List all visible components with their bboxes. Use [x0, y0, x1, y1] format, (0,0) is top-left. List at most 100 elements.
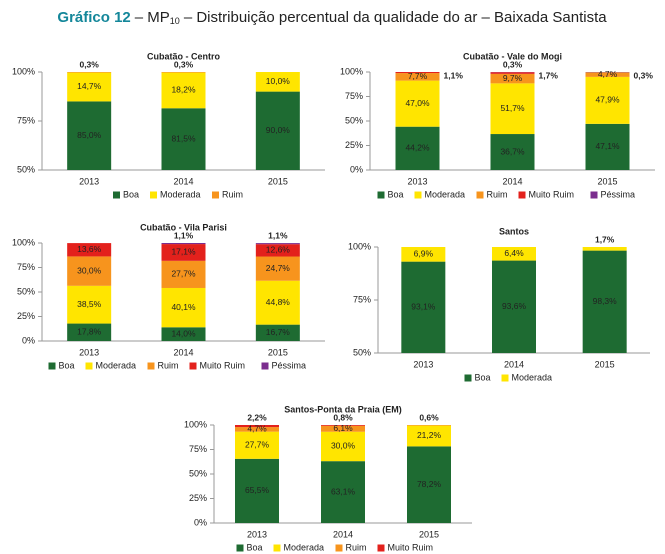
- bar-segment: [67, 256, 112, 286]
- value-label: 4,7%: [598, 69, 618, 79]
- value-label: 17,8%: [77, 327, 102, 337]
- bar-segment: [321, 425, 365, 432]
- legend-swatch: [261, 362, 269, 370]
- bar-segment: [255, 244, 300, 257]
- y-tick-label: 0%: [350, 164, 363, 174]
- bar-segment: [490, 73, 535, 84]
- legend-swatch: [273, 544, 281, 552]
- value-label: 51,7%: [500, 103, 525, 113]
- bar-segment: [492, 247, 536, 261]
- value-label: 6,1%: [333, 423, 353, 433]
- bar-segment: [161, 243, 206, 245]
- legend-swatch: [590, 191, 598, 199]
- chart-title: Cubatão - Centro: [147, 51, 221, 61]
- legend-label: Ruim: [158, 360, 179, 370]
- legend-swatch: [85, 362, 93, 370]
- legend-label: Moderada: [284, 542, 325, 552]
- legend-swatch: [113, 191, 120, 199]
- x-tick-label: 2014: [333, 529, 353, 539]
- legend-label: Moderada: [512, 372, 553, 382]
- title-part: – Distribuição percentual da qualidade d…: [184, 9, 607, 26]
- value-label: 44,8%: [266, 297, 291, 307]
- value-label: 9,7%: [503, 73, 523, 83]
- bar-segment: [255, 72, 300, 92]
- value-label: 10,0%: [266, 76, 291, 86]
- y-tick-label: 50%: [189, 468, 207, 478]
- bar-segment: [490, 72, 535, 74]
- y-tick-label: 50%: [17, 286, 35, 296]
- y-tick-label: 100%: [340, 66, 363, 76]
- bar-segment: [321, 461, 365, 523]
- bar-segment: [490, 134, 535, 170]
- value-label: 63,1%: [331, 486, 356, 496]
- bar-segment: [161, 287, 206, 328]
- legend-swatch: [48, 362, 56, 370]
- legend-label: Boa: [475, 372, 491, 382]
- legend-swatch: [150, 191, 157, 199]
- value-label: 47,0%: [405, 98, 430, 108]
- value-label: 0,3%: [79, 59, 99, 69]
- bar-segment: [407, 425, 451, 426]
- bar-segment: [401, 261, 446, 353]
- legend-swatch: [377, 191, 385, 199]
- x-tick-label: 2014: [173, 347, 193, 357]
- x-tick-label: 2013: [247, 529, 267, 539]
- value-label: 16,7%: [266, 327, 291, 337]
- figure-label: Gráfico 12: [57, 9, 130, 26]
- chart-title: Cubatão - Vila Parisi: [140, 222, 227, 232]
- value-label: 14,7%: [77, 81, 102, 91]
- bar-segment: [407, 446, 451, 523]
- legend-label: Muito Ruim: [200, 360, 246, 370]
- value-label: 44,2%: [405, 143, 430, 153]
- legend-swatch: [189, 362, 197, 370]
- value-label: 36,7%: [500, 146, 525, 156]
- legend-label: Boa: [123, 189, 139, 199]
- y-tick-label: 75%: [353, 294, 371, 304]
- value-label: 40,1%: [171, 302, 196, 312]
- bar-segment: [255, 280, 300, 325]
- bar-segment: [255, 91, 300, 170]
- title-subscript: 10: [170, 16, 180, 26]
- y-tick-label: 25%: [345, 140, 363, 150]
- bar-segment: [161, 72, 206, 73]
- bar-segment: [401, 247, 446, 262]
- legend-label: Boa: [59, 360, 75, 370]
- value-label: 1,1%: [444, 70, 464, 80]
- bar-segment: [235, 427, 279, 432]
- value-label: 1,7%: [539, 70, 559, 80]
- x-tick-label: 2015: [268, 347, 288, 357]
- legend-label: Péssima: [272, 360, 307, 370]
- value-label: 27,7%: [171, 269, 196, 279]
- legend-label: Muito Ruim: [388, 542, 434, 552]
- legend-label: Moderada: [96, 360, 137, 370]
- x-tick-label: 2013: [413, 359, 433, 369]
- x-tick-label: 2015: [595, 359, 615, 369]
- value-label: 38,5%: [77, 299, 102, 309]
- bar-segment: [582, 250, 627, 353]
- value-label: 90,0%: [266, 125, 291, 135]
- value-label: 12,6%: [266, 245, 291, 255]
- bar-segment: [235, 425, 279, 428]
- legend-label: Ruim: [487, 189, 508, 199]
- value-label: 14,0%: [171, 328, 196, 338]
- y-tick-label: 0%: [22, 335, 35, 345]
- value-label: 2,2%: [247, 412, 267, 422]
- bar-segment: [395, 80, 440, 127]
- bar-segment: [235, 431, 279, 459]
- y-tick-label: 75%: [17, 115, 35, 125]
- y-tick-label: 100%: [12, 66, 35, 76]
- bar-segment: [490, 83, 535, 135]
- bar-segment: [407, 425, 451, 447]
- legend-label: Muito Ruim: [529, 189, 575, 199]
- legend-swatch: [212, 191, 219, 199]
- value-label: 30,0%: [331, 441, 356, 451]
- bar-segment: [585, 72, 630, 77]
- legend-label: Péssima: [601, 189, 636, 199]
- value-label: 24,7%: [266, 263, 291, 273]
- bar-segment: [67, 101, 112, 170]
- value-label: 21,2%: [417, 430, 442, 440]
- y-tick-label: 50%: [17, 164, 35, 174]
- legend-label: Boa: [388, 189, 404, 199]
- chart-title: Santos-Ponta da Praia (EM): [284, 404, 402, 414]
- y-tick-label: 75%: [189, 444, 207, 454]
